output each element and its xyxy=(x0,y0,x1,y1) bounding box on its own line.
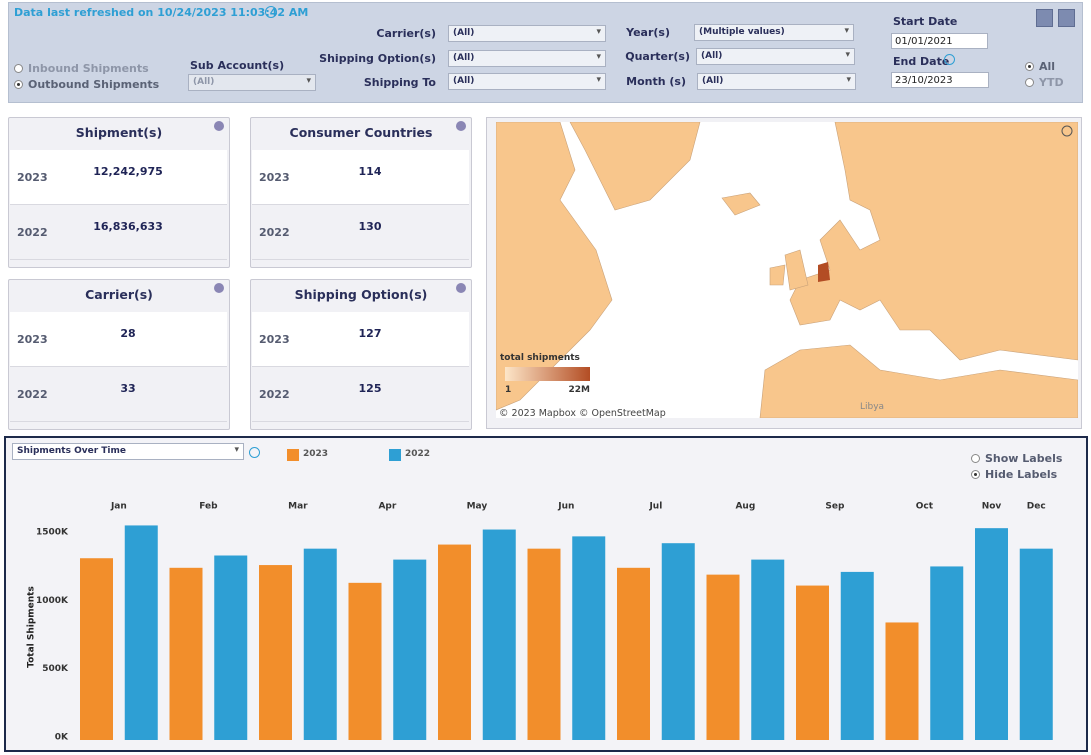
kpi-year: 2022 xyxy=(17,226,48,239)
place-label: Libya xyxy=(860,402,884,412)
dropdown[interactable]: (All) xyxy=(188,74,316,91)
legend-max: 22M xyxy=(569,385,591,395)
kpi-row xyxy=(10,312,227,367)
date-label: Start Date xyxy=(893,15,958,28)
radio-option[interactable]: Hide Labels xyxy=(971,468,1057,481)
kpi-title: Consumer Countries xyxy=(289,125,433,140)
kpi-value: 125 xyxy=(358,382,382,395)
dropdown[interactable]: (All) xyxy=(697,73,856,90)
filter-label: Month (s) xyxy=(626,75,686,88)
kpi-title: Shipment(s) xyxy=(75,125,163,140)
kpi-value: 114 xyxy=(358,165,382,178)
map-credits: © 2023 Mapbox © OpenStreetMap xyxy=(499,408,666,418)
info-icon[interactable] xyxy=(1061,125,1073,137)
date-input[interactable]: 01/01/2021 xyxy=(891,33,988,49)
filter-label: Carrier(s) xyxy=(376,27,436,40)
filter-label: Quarter(s) xyxy=(625,50,690,63)
date-input[interactable]: 23/10/2023 xyxy=(891,72,989,88)
kpi-year: 2022 xyxy=(17,388,48,401)
legend-swatch xyxy=(287,449,299,461)
info-icon[interactable] xyxy=(265,6,277,18)
kpi-value: 12,242,975 xyxy=(93,165,163,178)
date-label: End Date xyxy=(893,55,950,68)
chart-selector[interactable]: Shipments Over Time xyxy=(12,443,244,460)
info-icon[interactable] xyxy=(944,54,955,65)
dropdown[interactable]: (Multiple values) xyxy=(694,24,854,41)
legend-swatch xyxy=(389,449,401,461)
map: total shipments 1 22M Libya © 2023 Mapbox © … xyxy=(496,122,1078,418)
land xyxy=(496,122,1078,418)
kpi-value: 130 xyxy=(358,220,382,233)
radio-option[interactable]: Inbound Shipments xyxy=(14,62,149,75)
kpi-row xyxy=(252,150,469,205)
status-dot xyxy=(214,121,224,131)
refresh-note: Data last refreshed on 10/24/2023 11:03:… xyxy=(14,6,309,19)
radio-option[interactable]: All xyxy=(1025,60,1055,73)
legend-title: total shipments xyxy=(500,353,580,363)
kpi-row xyxy=(252,367,469,422)
chart-panel xyxy=(4,436,1088,752)
dropdown[interactable]: (All) xyxy=(448,25,606,42)
kpi-row xyxy=(10,150,227,205)
legend-gradient xyxy=(505,367,590,381)
radio-option[interactable]: Show Labels xyxy=(971,452,1062,465)
kpi-row xyxy=(10,205,227,260)
kpi-year: 2022 xyxy=(259,388,290,401)
info-icon[interactable] xyxy=(249,447,260,458)
kpi-year: 2023 xyxy=(17,171,48,184)
filter-label: Shipping To xyxy=(363,76,436,89)
kpi-value: 16,836,633 xyxy=(93,220,163,233)
filter-label: Year(s) xyxy=(626,26,670,39)
kpi-year: 2023 xyxy=(259,333,290,346)
legend-min: 1 xyxy=(505,385,511,395)
radio-option[interactable]: Outbound Shipments xyxy=(14,78,159,91)
kpi-row xyxy=(252,205,469,260)
kpi-title: Carrier(s) xyxy=(85,287,153,302)
kpi-row xyxy=(252,312,469,367)
legend-label: 2022 xyxy=(405,449,431,459)
help-icon[interactable] xyxy=(1036,9,1053,27)
help-icon[interactable] xyxy=(1058,9,1075,27)
kpi-year: 2023 xyxy=(17,333,48,346)
kpi-value: 28 xyxy=(120,327,136,340)
dropdown[interactable]: (All) xyxy=(448,50,606,67)
filter-label: Shipping Option(s) xyxy=(319,52,436,65)
dropdown[interactable]: (All) xyxy=(448,73,606,90)
kpi-value: 33 xyxy=(120,382,136,395)
kpi-row xyxy=(10,367,227,422)
status-dot xyxy=(214,283,224,293)
legend-label: 2023 xyxy=(303,449,329,459)
kpi-value: 127 xyxy=(358,327,382,340)
dropdown[interactable]: (All) xyxy=(696,48,855,65)
kpi-year: 2023 xyxy=(259,171,290,184)
radio-option[interactable]: YTD xyxy=(1025,76,1064,89)
kpi-year: 2022 xyxy=(259,226,290,239)
highlight-country xyxy=(818,262,830,282)
kpi-title: Shipping Option(s) xyxy=(294,287,428,302)
status-dot xyxy=(456,283,466,293)
filter-label: Sub Account(s) xyxy=(190,59,285,72)
status-dot xyxy=(456,121,466,131)
